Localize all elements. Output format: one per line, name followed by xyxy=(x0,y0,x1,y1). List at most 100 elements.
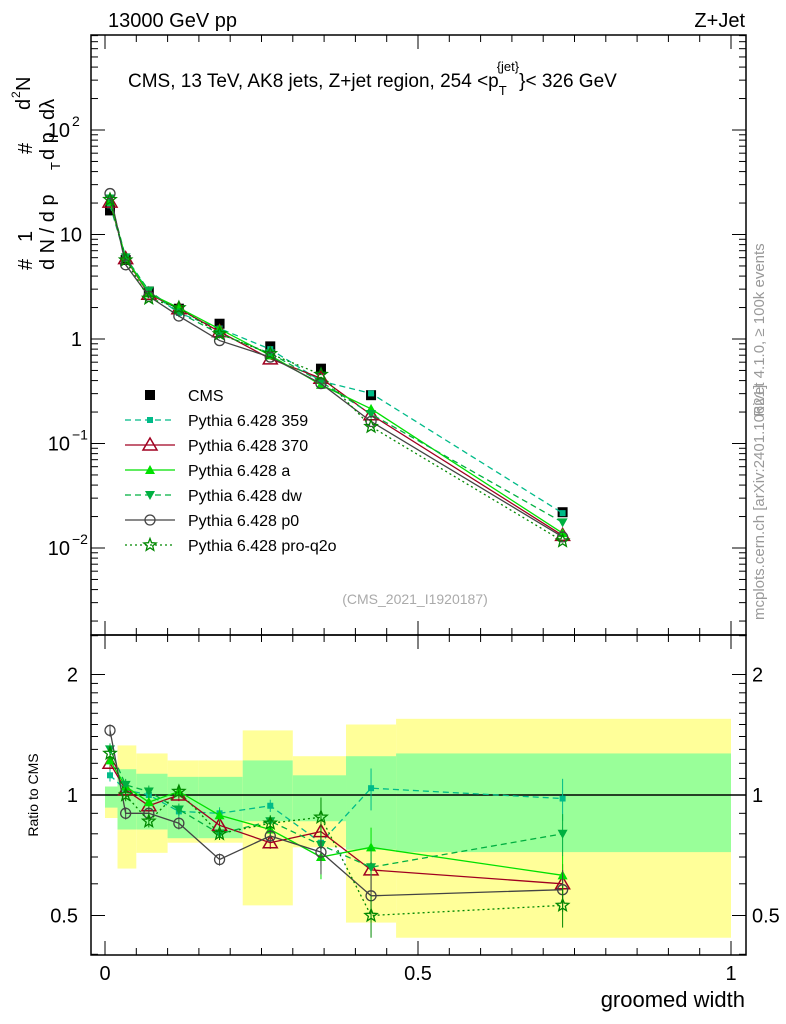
legend-label-5: Pythia 6.428 pro-q2o xyxy=(188,538,337,555)
ratio-point-5 xyxy=(117,786,134,802)
ratio-point-4 xyxy=(120,807,132,819)
series-point-4 xyxy=(120,259,132,271)
series-point-4 xyxy=(264,351,276,363)
ratio-point-3 xyxy=(120,780,131,790)
y-tick-exponent: −1 xyxy=(72,427,88,443)
series-line-2 xyxy=(109,201,563,534)
y-tick-exponent: −2 xyxy=(72,531,88,547)
ratio-y-tick-label-right: 0.5 xyxy=(752,906,780,928)
ratio-point-5 xyxy=(211,825,228,841)
y-axis-label: # 1 d N / d p T # d p dλ d 2 N xyxy=(9,77,63,270)
svg-text:d N / d p: d N / d p xyxy=(37,194,59,270)
series-point-5 xyxy=(313,366,329,382)
ratio-point-4 xyxy=(213,853,226,866)
legend-marker-3 xyxy=(145,491,155,500)
series-point-3 xyxy=(557,518,568,528)
legend-label-0: Pythia 6.428 359 xyxy=(188,413,308,430)
ratio-point-2 xyxy=(143,797,154,807)
band-green xyxy=(396,753,731,853)
analysis-watermark: (CMS_2021_I1920187) xyxy=(342,591,488,607)
ratio-point-4 xyxy=(173,817,185,829)
series-point-5 xyxy=(363,418,379,434)
series-line-1 xyxy=(109,201,563,536)
band-green xyxy=(105,786,118,808)
svg-text:d p: d p xyxy=(37,132,59,160)
series-point-4 xyxy=(213,334,226,347)
ratio-point-5 xyxy=(262,815,279,830)
ratio-point-3 xyxy=(173,805,184,815)
series-point-5 xyxy=(117,251,134,267)
ratio-point-2 xyxy=(214,810,225,820)
rivet-label: Rivet 4.1.0, ≥ 100k events xyxy=(751,243,768,416)
ratio-point-4 xyxy=(104,724,116,737)
x-axis-label: groomed width xyxy=(601,987,745,1012)
svg-text:#: # xyxy=(15,258,37,270)
mcplots-label: mcplots.cern.ch [arXiv:2401.10621] xyxy=(751,385,768,620)
cms-data-point xyxy=(105,205,116,216)
svg-text:T: T xyxy=(48,162,63,170)
ratio-point-3 xyxy=(557,829,568,839)
series-point-4 xyxy=(315,377,327,390)
legend-label-3: Pythia 6.428 dw xyxy=(188,488,302,505)
series-point-0 xyxy=(267,346,274,353)
series-point-3 xyxy=(173,308,184,318)
legend-label-cms: CMS xyxy=(188,388,224,405)
series-point-4 xyxy=(556,531,569,543)
series-point-3 xyxy=(366,410,377,420)
legend-marker-0 xyxy=(147,417,153,423)
svg-text:dλ: dλ xyxy=(37,99,59,120)
legend-marker-1 xyxy=(141,436,159,451)
series-line-4 xyxy=(109,193,563,538)
series-point-5 xyxy=(171,299,187,315)
ratio-y-tick-label: 0.5 xyxy=(50,906,78,928)
svg-text:d: d xyxy=(13,99,35,110)
x-tick-label: 0 xyxy=(99,963,110,985)
ratio-point-5 xyxy=(102,745,118,761)
x-tick-label: 1 xyxy=(725,963,736,985)
ratio-point-0 xyxy=(267,802,274,809)
ratio-point-2 xyxy=(366,842,377,852)
ratio-point-5 xyxy=(554,897,571,913)
ratio-point-0 xyxy=(559,795,566,802)
series-point-5 xyxy=(211,325,228,341)
series-point-0 xyxy=(368,390,375,397)
header-left: 13000 GeV pp xyxy=(108,10,237,32)
ratio-point-2 xyxy=(105,755,116,765)
ratio-point-5 xyxy=(363,907,379,923)
ratio-point-5 xyxy=(170,783,187,799)
ratio-point-0 xyxy=(107,772,114,779)
plot-title: CMS, 13 TeV, AK8 jets, Z+jet region, 254… xyxy=(128,59,617,98)
ratio-point-5 xyxy=(313,808,329,824)
legend-marker-cms xyxy=(145,390,155,400)
series-point-5 xyxy=(554,532,571,548)
series-point-5 xyxy=(102,191,118,207)
ratio-y-tick-label: 1 xyxy=(67,785,78,807)
ratio-point-1 xyxy=(261,834,279,849)
header-right: Z+Jet xyxy=(694,10,745,32)
y-tick-exponent: 2 xyxy=(72,113,80,129)
series-point-4 xyxy=(104,187,116,200)
ratio-point-3 xyxy=(366,863,377,873)
band-green xyxy=(242,760,293,822)
y-tick-label: 10 xyxy=(60,225,82,247)
ratio-y-tick-label: 2 xyxy=(67,665,78,687)
series-point-5 xyxy=(140,290,157,306)
series-point-0 xyxy=(559,510,566,517)
legend-marker-4 xyxy=(144,514,156,526)
ratio-point-5 xyxy=(140,812,157,828)
ratio-point-0 xyxy=(368,785,375,792)
legend-label-4: Pythia 6.428 p0 xyxy=(188,513,299,530)
ratio-y-tick-label-right: 1 xyxy=(752,785,763,807)
ratio-point-4 xyxy=(315,846,327,858)
legend-label-2: Pythia 6.428 a xyxy=(188,463,290,480)
x-tick-label: 0.5 xyxy=(404,963,432,985)
legend-marker-2 xyxy=(145,465,155,474)
ratio-y-tick-label-right: 2 xyxy=(752,665,763,687)
y-tick-label: 10 xyxy=(48,538,70,560)
legend-marker-5 xyxy=(142,536,158,552)
y-tick-label: 10 xyxy=(48,120,70,142)
svg-text:N: N xyxy=(13,77,35,91)
series-line-3 xyxy=(109,198,563,523)
